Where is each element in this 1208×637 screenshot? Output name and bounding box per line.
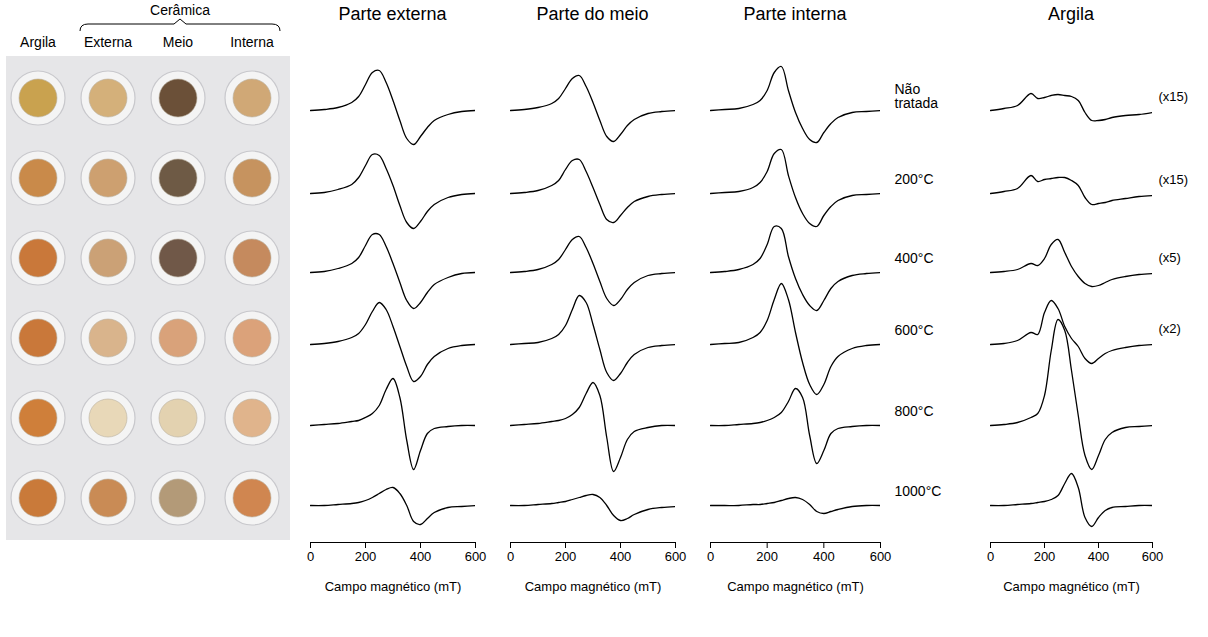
svg-text:400: 400 (610, 549, 632, 564)
svg-text:0: 0 (507, 549, 514, 564)
svg-text:Interna: Interna (230, 34, 274, 50)
svg-text:400°C: 400°C (895, 250, 934, 266)
svg-text:(x2): (x2) (1159, 321, 1181, 336)
svg-text:Campo magnético (mT): Campo magnético (mT) (325, 579, 462, 594)
svg-text:Nãotratada: Nãotratada (895, 81, 939, 111)
html-text:Argila: Argila (1048, 4, 1094, 24)
svg-text:200: 200 (555, 549, 577, 564)
svg-text:200: 200 (1034, 549, 1056, 564)
svg-text:200: 200 (355, 549, 377, 564)
svg-text:Campo magnético (mT): Campo magnético (mT) (525, 579, 662, 594)
svg-text:1000°C: 1000°C (895, 483, 942, 499)
svg-text:600: 600 (665, 549, 687, 564)
svg-text:0: 0 (987, 549, 994, 564)
html-text:Parte interna: Parte interna (743, 4, 847, 24)
svg-text:Cerâmica: Cerâmica (150, 2, 210, 18)
svg-text:Externa: Externa (84, 34, 132, 50)
svg-text:0: 0 (307, 549, 314, 564)
svg-text:Campo magnético (mT): Campo magnético (mT) (1003, 579, 1140, 594)
svg-text:400: 400 (813, 549, 835, 564)
svg-text:Campo magnético (mT): Campo magnético (mT) (727, 579, 864, 594)
svg-text:0: 0 (707, 549, 714, 564)
svg-text:Meio: Meio (163, 34, 194, 50)
svg-text:600: 600 (465, 549, 487, 564)
svg-text:600: 600 (870, 549, 892, 564)
svg-text:800°C: 800°C (895, 403, 934, 419)
html-text:Parte do meio: Parte do meio (536, 4, 649, 24)
svg-text:600: 600 (1142, 549, 1164, 564)
svg-text:(x15): (x15) (1159, 172, 1189, 187)
svg-text:600°C: 600°C (895, 322, 934, 338)
svg-text:Argila: Argila (20, 34, 56, 50)
svg-text:400: 400 (410, 549, 432, 564)
svg-text:(x5): (x5) (1159, 250, 1181, 265)
svg-text:(x15): (x15) (1159, 89, 1189, 104)
svg-text:200: 200 (756, 549, 778, 564)
svg-text:200°C: 200°C (895, 171, 934, 187)
svg-text:400: 400 (1088, 549, 1110, 564)
html-text:Parte externa: Parte externa (338, 4, 447, 24)
